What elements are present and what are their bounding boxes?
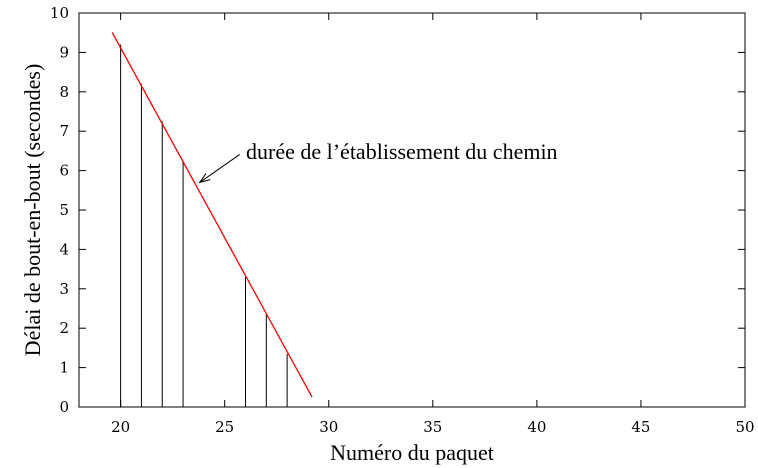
y-tick-label: 3 xyxy=(59,280,69,298)
annotation-arrow xyxy=(199,154,240,183)
y-tick-label: 6 xyxy=(59,162,69,180)
x-tick-label: 50 xyxy=(735,418,754,436)
x-tick-label: 30 xyxy=(319,418,338,436)
x-axis-title: Numéro du paquet xyxy=(330,440,494,465)
annotation-arrow-head xyxy=(198,173,211,184)
trend-line xyxy=(111,32,313,398)
x-tick-label: 35 xyxy=(423,418,442,436)
y-tick-label: 8 xyxy=(59,83,69,101)
y-tick-label: 9 xyxy=(59,43,69,61)
y-tick-label: 1 xyxy=(59,359,69,377)
annotation-text: durée de l’établissement du chemin xyxy=(246,139,558,164)
y-tick-label: 0 xyxy=(59,398,69,416)
x-tick-label: 25 xyxy=(215,418,234,436)
annotation: durée de l’établissement du chemin xyxy=(198,139,558,184)
y-tick-label: 5 xyxy=(59,201,69,219)
y-axis-title: Délai de bout-en-bout (secondes) xyxy=(20,64,45,357)
x-tick-label: 20 xyxy=(111,418,130,436)
plot-frame xyxy=(78,12,746,408)
x-tick-label: 45 xyxy=(631,418,650,436)
y-tick-label: 4 xyxy=(59,240,69,258)
y-tick-label: 2 xyxy=(59,319,69,337)
y-tick-label: 10 xyxy=(50,4,69,22)
impulses-layer xyxy=(120,44,288,407)
x-tick-label: 40 xyxy=(527,418,546,436)
y-tick-label: 7 xyxy=(59,122,69,140)
